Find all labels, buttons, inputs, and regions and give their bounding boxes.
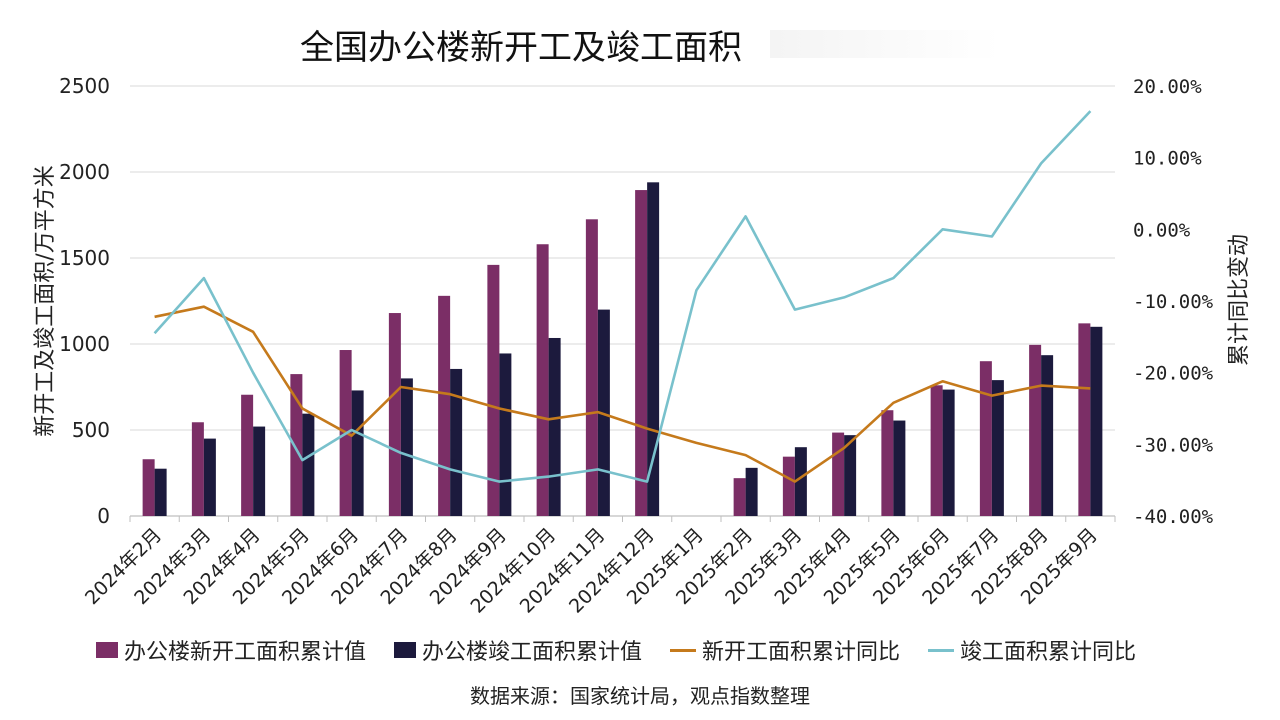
- bar-completion: [893, 420, 906, 516]
- data-source-note: 数据来源：国家统计局，观点指数整理: [470, 684, 810, 708]
- bar-completion: [351, 390, 364, 516]
- bar-new-start: [388, 313, 401, 516]
- chart-title: 全国办公楼新开工及竣工面积: [300, 28, 742, 68]
- y-left-tick-label: 1000: [59, 332, 110, 356]
- bar-new-start: [290, 374, 303, 516]
- legend-item-new-start-cum: 办公楼新开工面积累计值: [96, 634, 366, 666]
- y-right-tick-label: -40.00%: [1133, 506, 1214, 528]
- bar-completion: [794, 447, 807, 516]
- bar-completion: [154, 468, 167, 516]
- legend-swatch-completion-bar: [394, 642, 417, 658]
- y-right-tick-label: 0.00%: [1133, 219, 1191, 241]
- bar-completion: [1041, 355, 1054, 516]
- bar-completion: [450, 368, 463, 516]
- combo-chart: 0 500 1000 1500 2000 2500 -40.00% -30.00% -20.00…: [33, 74, 1252, 618]
- bar-new-start: [438, 295, 451, 516]
- bar-completion: [400, 378, 413, 516]
- legend-item-new-start-yoy: 新开工面积累计同比: [670, 634, 900, 666]
- bar-new-start: [979, 361, 992, 516]
- bar-new-start: [536, 244, 549, 517]
- title-background: [770, 30, 1000, 58]
- legend: 办公楼新开工面积累计值 办公楼竣工面积累计值 新开工面积累计同比 竣工面积累计同…: [96, 634, 1164, 666]
- legend-item-completion-yoy: 竣工面积累计同比: [928, 634, 1136, 666]
- bar-completion: [844, 435, 857, 516]
- y-left-axis-title: 新开工及竣工面积/万平方米: [33, 165, 58, 436]
- bar-new-start: [487, 264, 500, 516]
- legend-label-new-start-yoy: 新开工面积累计同比: [702, 640, 901, 665]
- bar-completion: [647, 182, 660, 516]
- y-left-tick-label: 0: [97, 504, 110, 528]
- bar-new-start: [782, 456, 795, 516]
- bar-completion: [203, 438, 216, 516]
- legend-label-completion-cum: 办公楼竣工面积累计值: [422, 640, 643, 665]
- y-right-axis-title: 累计同比变动: [1227, 234, 1252, 366]
- bar-new-start: [881, 410, 894, 516]
- line-new-start-yoy: [154, 305, 1091, 483]
- bar-completion: [302, 413, 315, 516]
- bar-completion: [991, 380, 1004, 516]
- y-right-tick-label: -10.00%: [1133, 291, 1214, 313]
- bar-new-start: [733, 478, 746, 516]
- bar-completion: [499, 353, 512, 516]
- bar-new-start: [585, 219, 598, 517]
- y-left-tick-label: 2500: [59, 74, 110, 98]
- line-completion-yoy: [153, 110, 1092, 483]
- bar-completion: [942, 389, 955, 516]
- bar-new-start: [635, 190, 648, 516]
- bar-new-start: [1029, 344, 1042, 516]
- bar-completion: [253, 426, 266, 516]
- legend-label-new-start-cum: 办公楼新开工面积累计值: [124, 640, 367, 665]
- bar-new-start: [191, 422, 204, 516]
- y-right-tick-label: 10.00%: [1133, 148, 1202, 170]
- y-left-tick-label: 1500: [59, 246, 110, 270]
- bar-completion: [1090, 326, 1103, 516]
- legend-swatch-completion-line: [928, 648, 955, 652]
- legend-swatch-new-start-bar: [96, 642, 118, 658]
- y-right-tick-label: -20.00%: [1133, 363, 1214, 385]
- bar-new-start: [832, 432, 845, 516]
- legend-item-completion-cum: 办公楼竣工面积累计值: [394, 634, 642, 666]
- bar-completion: [548, 337, 561, 516]
- bar-completion: [745, 467, 758, 516]
- y-right-tick-label: -30.00%: [1133, 434, 1214, 456]
- y-left-tick-label: 500: [72, 418, 110, 442]
- legend-label-completion-yoy: 竣工面积累计同比: [960, 640, 1137, 665]
- bar-new-start: [930, 385, 943, 516]
- y-left-tick-label: 2000: [59, 160, 110, 184]
- bar-new-start: [1078, 323, 1091, 516]
- y-right-tick-label: 20.00%: [1133, 76, 1202, 98]
- bar-new-start: [241, 394, 254, 516]
- legend-swatch-new-start-line: [670, 648, 697, 652]
- bar-new-start: [142, 459, 155, 516]
